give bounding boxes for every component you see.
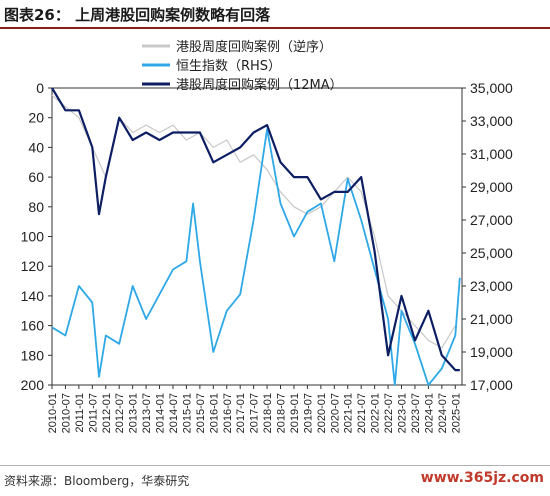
- x-axis-tick-label: 2014-01: [155, 393, 167, 433]
- right-axis-tick-label: 17,000: [470, 377, 513, 393]
- x-axis-tick-label: 2012-07: [114, 393, 126, 433]
- x-axis-tick-label: 2010-07: [60, 393, 72, 433]
- legend-label: 恒生指数（RHS）: [176, 59, 281, 74]
- left-axis-tick-label: 160: [21, 318, 45, 334]
- left-axis-tick-label: 140: [21, 288, 45, 304]
- legend-label: 港股周度回购案例（逆序）: [176, 39, 332, 55]
- x-axis-tick-label: 2020-07: [329, 393, 341, 433]
- x-axis-tick-label: 2011-07: [87, 393, 99, 433]
- left-axis-tick-label: 80: [28, 199, 44, 215]
- left-axis-tick-label: 20: [28, 110, 44, 126]
- left-axis-tick-label: 180: [21, 347, 45, 363]
- legend-label: 港股周度回购案例（12MA）: [176, 77, 343, 93]
- x-axis-tick-label: 2013-01: [128, 393, 140, 433]
- x-axis-tick-label: 2024-07: [437, 393, 449, 433]
- x-axis-tick-label: 2018-07: [276, 393, 288, 433]
- watermark: www.365jz.com: [420, 470, 544, 486]
- x-axis-tick-label: 2023-07: [410, 393, 422, 433]
- x-axis-tick-label: 2022-07: [383, 393, 395, 433]
- title-rule: [0, 27, 550, 29]
- x-axis-tick-label: 2024-01: [423, 393, 435, 433]
- right-axis-tick-label: 21,000: [470, 311, 513, 327]
- left-axis-tick-label: 100: [21, 229, 45, 245]
- x-axis-tick-label: 2020-01: [316, 393, 328, 433]
- left-axis-tick-label: 120: [21, 258, 45, 274]
- x-axis-tick-label: 2021-07: [356, 393, 368, 433]
- left-axis-tick-label: 40: [28, 139, 44, 155]
- chart-title: 图表26： 上周港股回购案例数略有回落: [4, 6, 271, 24]
- hk-buyback-chart: 0 20 40 60 80 100 120 140 160 180 200 17,000 19,000 2…: [21, 39, 513, 433]
- left-axis-tick-label: 0: [36, 80, 44, 96]
- right-axis-tick-label: 31,000: [470, 146, 513, 162]
- x-axis-tick-label: 2019-01: [289, 393, 301, 433]
- x-axis-tick-label: 2015-01: [181, 393, 193, 433]
- series-line-1: [51, 128, 461, 386]
- right-axis-tick-label: 35,000: [470, 80, 513, 96]
- right-axis-tick-label: 19,000: [470, 344, 513, 360]
- series-line-2: [51, 87, 460, 372]
- right-axis-tick-label: 25,000: [470, 245, 513, 261]
- x-axis-tick-label: 2022-01: [370, 393, 382, 433]
- x-axis-tick-label: 2019-07: [302, 393, 314, 433]
- x-axis-tick-label: 2014-07: [168, 393, 180, 433]
- series-line-0: [51, 94, 456, 349]
- chart-header: 图表26： 上周港股回购案例数略有回落: [0, 0, 550, 28]
- x-axis-tick-label: 2017-01: [235, 393, 247, 433]
- x-axis-tick-label: 2010-01: [47, 393, 59, 433]
- right-axis-tick-label: 27,000: [470, 212, 513, 228]
- right-axis-tick-label: 33,000: [470, 113, 513, 129]
- left-axis-tick-label: 60: [28, 169, 44, 185]
- x-axis-tick-label: 2012-01: [101, 393, 113, 433]
- x-axis-tick-label: 2015-07: [195, 393, 207, 433]
- source-note: 资料来源：Bloomberg，华泰研究: [4, 474, 190, 488]
- left-axis-tick-label: 200: [21, 377, 45, 393]
- x-axis-tick-label: 2011-01: [74, 393, 86, 433]
- x-axis-tick-label: 2018-01: [262, 393, 274, 433]
- x-axis-tick-label: 2016-07: [222, 393, 234, 433]
- right-axis-tick-label: 29,000: [470, 179, 513, 195]
- x-axis-tick-label: 2016-01: [208, 393, 220, 433]
- x-axis-tick-label: 2017-07: [249, 393, 261, 433]
- x-axis-tick-label: 2025-01: [450, 393, 462, 433]
- footer-rule: [0, 465, 550, 466]
- x-axis-tick-label: 2023-01: [397, 393, 409, 433]
- x-axis-tick-label: 2013-07: [141, 393, 153, 433]
- right-axis-tick-label: 23,000: [470, 278, 513, 294]
- x-axis-tick-label: 2021-01: [343, 393, 355, 433]
